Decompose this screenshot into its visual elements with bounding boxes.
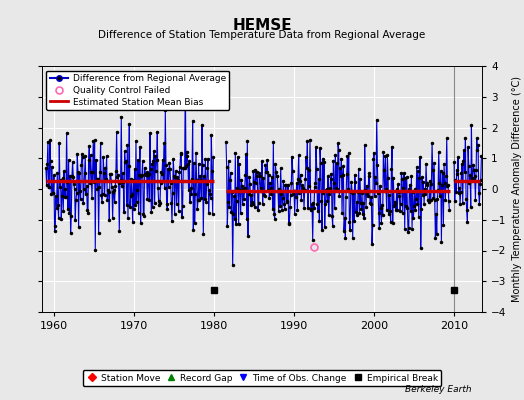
Text: Berkeley Earth: Berkeley Earth	[405, 385, 472, 394]
Legend: Station Move, Record Gap, Time of Obs. Change, Empirical Break: Station Move, Record Gap, Time of Obs. C…	[83, 370, 441, 386]
Text: HEMSE: HEMSE	[232, 18, 292, 33]
Text: Difference of Station Temperature Data from Regional Average: Difference of Station Temperature Data f…	[99, 30, 425, 40]
Y-axis label: Monthly Temperature Anomaly Difference (°C): Monthly Temperature Anomaly Difference (…	[512, 76, 522, 302]
